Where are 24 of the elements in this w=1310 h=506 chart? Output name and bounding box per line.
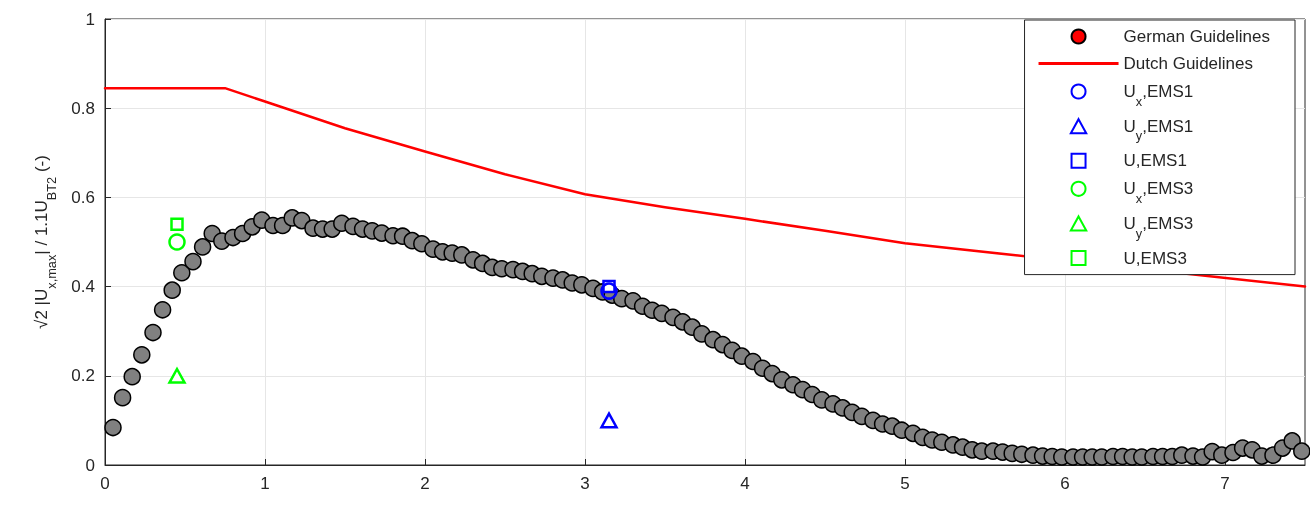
y-tick-label: 0	[85, 455, 95, 475]
legend-label: Dutch Guidelines	[1123, 54, 1254, 73]
y-tick-label: 0.2	[71, 366, 95, 386]
point	[600, 282, 618, 300]
legend-label: U,EMS3	[1123, 248, 1187, 268]
x-tick-label: 4	[740, 474, 750, 493]
y-tick-label: 1	[85, 9, 95, 29]
x-tick-label: 3	[580, 474, 590, 493]
x-tick-label: 1	[260, 474, 270, 493]
x-tick-label: 7	[1220, 474, 1230, 493]
legend-label: U,EMS1	[1123, 151, 1187, 171]
y-tick-label: 0.4	[71, 277, 95, 297]
legend-label: German Guidelines	[1123, 27, 1271, 46]
x-tick-label: 5	[900, 474, 910, 493]
point	[168, 233, 186, 251]
x-tick-label: 2	[420, 474, 430, 493]
y-tick-label: 0.8	[71, 98, 95, 118]
point	[600, 412, 618, 429]
y-tick-label: 0.6	[71, 187, 95, 207]
x-tick-label: 6	[1060, 474, 1070, 493]
y-axis-title: √2 |Ux,max| / 1.1UBT2 (-)	[32, 155, 59, 329]
point	[168, 367, 186, 384]
point	[170, 217, 184, 231]
x-tick-label: 0	[100, 474, 110, 493]
